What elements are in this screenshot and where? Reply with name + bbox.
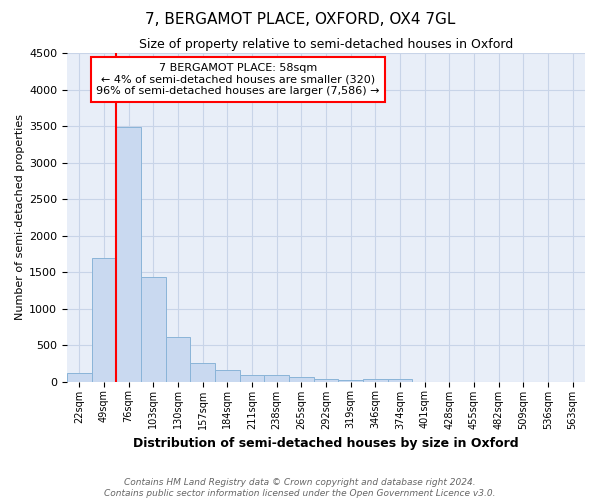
- Bar: [67, 373, 92, 382]
- Bar: [388, 378, 412, 382]
- Bar: [215, 370, 239, 382]
- Text: 7 BERGAMOT PLACE: 58sqm
← 4% of semi-detached houses are smaller (320)
96% of se: 7 BERGAMOT PLACE: 58sqm ← 4% of semi-det…: [96, 63, 380, 96]
- Bar: [92, 258, 116, 382]
- Bar: [363, 380, 388, 382]
- Bar: [314, 380, 338, 382]
- Text: 7, BERGAMOT PLACE, OXFORD, OX4 7GL: 7, BERGAMOT PLACE, OXFORD, OX4 7GL: [145, 12, 455, 28]
- Text: Contains HM Land Registry data © Crown copyright and database right 2024.
Contai: Contains HM Land Registry data © Crown c…: [104, 478, 496, 498]
- Bar: [190, 362, 215, 382]
- Bar: [289, 378, 314, 382]
- Y-axis label: Number of semi-detached properties: Number of semi-detached properties: [15, 114, 25, 320]
- Bar: [141, 277, 166, 382]
- Bar: [265, 374, 289, 382]
- Title: Size of property relative to semi-detached houses in Oxford: Size of property relative to semi-detach…: [139, 38, 513, 51]
- Bar: [239, 374, 265, 382]
- Bar: [116, 127, 141, 382]
- Bar: [338, 380, 363, 382]
- Bar: [166, 337, 190, 382]
- X-axis label: Distribution of semi-detached houses by size in Oxford: Distribution of semi-detached houses by …: [133, 437, 519, 450]
